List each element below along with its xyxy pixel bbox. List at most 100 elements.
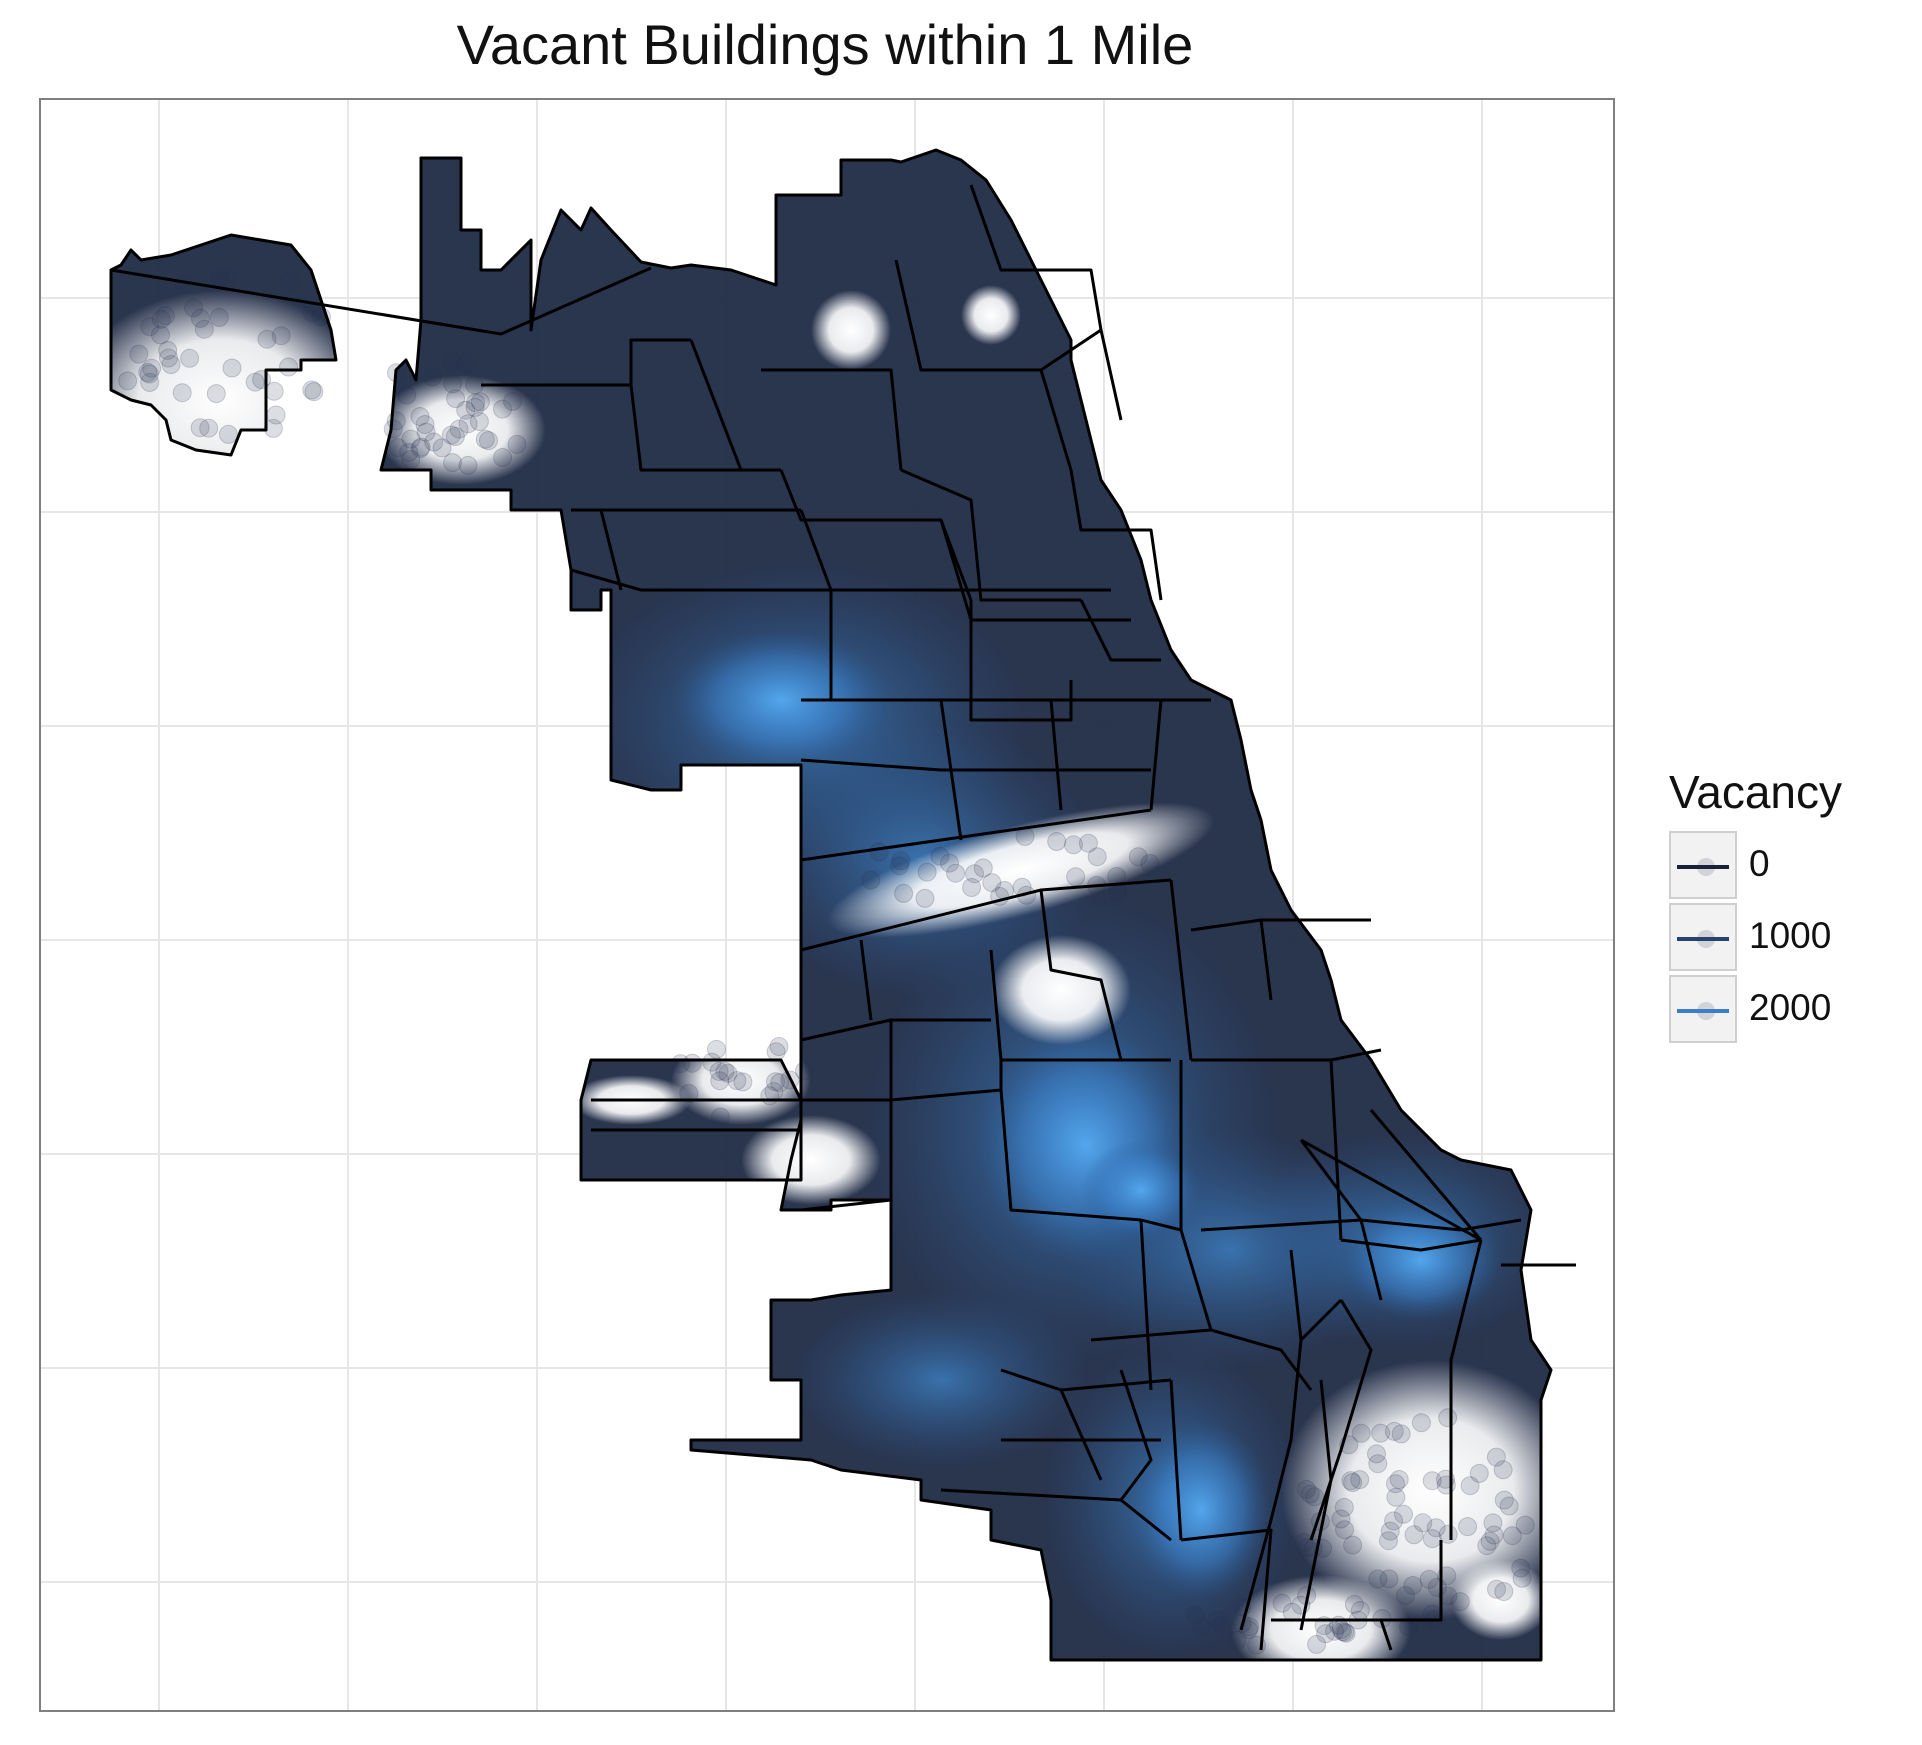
vacancy-point [410,439,430,459]
legend-item: 0 [1665,831,1905,903]
chicago-vacancy-map [41,100,1613,1710]
legend-keys: 0 1000 2000 [1665,831,1905,1047]
boundary-line [629,384,781,472]
vacancy-point [118,371,138,391]
vacancy-point [1469,1463,1489,1483]
vacancy-point [139,364,159,384]
vacancy-density-layer [111,150,1551,1660]
vacancy-point [1343,1473,1363,1492]
vacancy-point [1419,1569,1439,1589]
legend-line-0 [1677,865,1729,869]
vacancy-point [1384,1511,1404,1531]
ohare-corridor-line [110,266,652,336]
boundary-line [1149,698,1211,811]
vacancy-point [760,1086,780,1106]
boundary-line [1460,1218,1522,1232]
vacancy-point [446,389,466,409]
vacancy-point [159,348,178,368]
vacancy-point [449,419,469,439]
vacancy-point [1325,1621,1344,1641]
vacancy-point [266,405,286,425]
vacancy-point [475,429,495,449]
vacancy-point [151,309,171,329]
vacancy-point [917,862,937,882]
vacancy-point [199,418,219,438]
vacancy-point [727,1071,747,1091]
vacancy-point [1140,854,1160,873]
vacancy-point [155,306,175,326]
vacancy-point-layer [118,267,1535,1655]
vacancy-point [1386,1487,1406,1507]
vacancy-point [1343,1535,1363,1555]
vacancy-point [1386,1474,1405,1494]
vacancy-point [869,842,889,862]
boundary-line [999,1089,1142,1222]
vacancy-point [470,392,490,412]
vacancy-point [770,1073,790,1093]
vacancy-point [432,438,452,458]
boundary-line [1381,1540,1443,1622]
vacancy-point [401,429,421,449]
vacancy-point [443,352,463,372]
vacancy-point [445,427,465,446]
boundary-line [1139,1219,1153,1391]
vacancy-point [279,357,298,377]
vacancy-point [1487,1579,1506,1599]
boundary-line [1169,1379,1183,1541]
legend-label: 0 [1749,843,1770,884]
vacancy-point [1087,847,1107,867]
vacancy-point [1483,1513,1503,1533]
city-boundary [109,148,1553,1662]
vacancy-point [1403,1576,1423,1595]
vacancy-point [679,1084,699,1103]
boundary-line [800,1198,892,1212]
vacancy-point [1515,1515,1535,1535]
vacancy-point [410,407,430,426]
vacancy-point [388,438,408,458]
vacancy-point [1012,877,1032,897]
vacancy-point [184,298,203,318]
vacancy-point [710,1107,730,1127]
legend-item: 1000 [1665,903,1905,975]
vacancy-point [245,372,265,392]
vacancy-point [1367,1444,1386,1464]
vacancy-point [973,858,993,878]
vacancy-point [1335,1520,1354,1540]
vacancy-point [1494,1490,1514,1510]
boundary-line [799,509,833,700]
boundary-line [1369,1109,1483,1241]
vacancy-point [271,326,291,346]
vacancy-point [1380,1521,1400,1541]
legend-label: 2000 [1749,987,1832,1028]
vacancy-point [710,1071,730,1091]
vacancy-point [915,888,935,908]
vacancy-point [456,353,475,373]
vacancy-point [180,348,200,368]
vacancy-point [194,319,214,339]
vacancy-point [766,1042,786,1062]
legend-line-1 [1677,937,1729,941]
boundary-line [939,699,963,841]
vacancy-point [982,873,1002,893]
vacancy-point [415,415,435,434]
vacancy-point [264,381,284,401]
vacancy-point [1307,1634,1327,1654]
vacancy-point [1422,1471,1442,1491]
vacancy-point [1066,867,1086,887]
vacancy-point [507,434,527,454]
vacancy-point [304,382,324,402]
vacancy-point [138,362,158,382]
boundary-line [1299,1139,1383,1301]
vacancy-point [702,1052,722,1072]
vacancy-point [140,372,160,392]
boundary-line [1079,599,1161,662]
vacancy-point [129,344,149,364]
legend-title: Vacancy [1669,766,1843,818]
vacancy-point [1480,1531,1500,1551]
vacancy-point [257,329,277,349]
boundary-line [969,184,1103,331]
vacancy-point [210,268,230,288]
boundary-line [1039,889,1123,1061]
vacancy-point [263,418,283,438]
vacancy-point [1384,1421,1404,1441]
